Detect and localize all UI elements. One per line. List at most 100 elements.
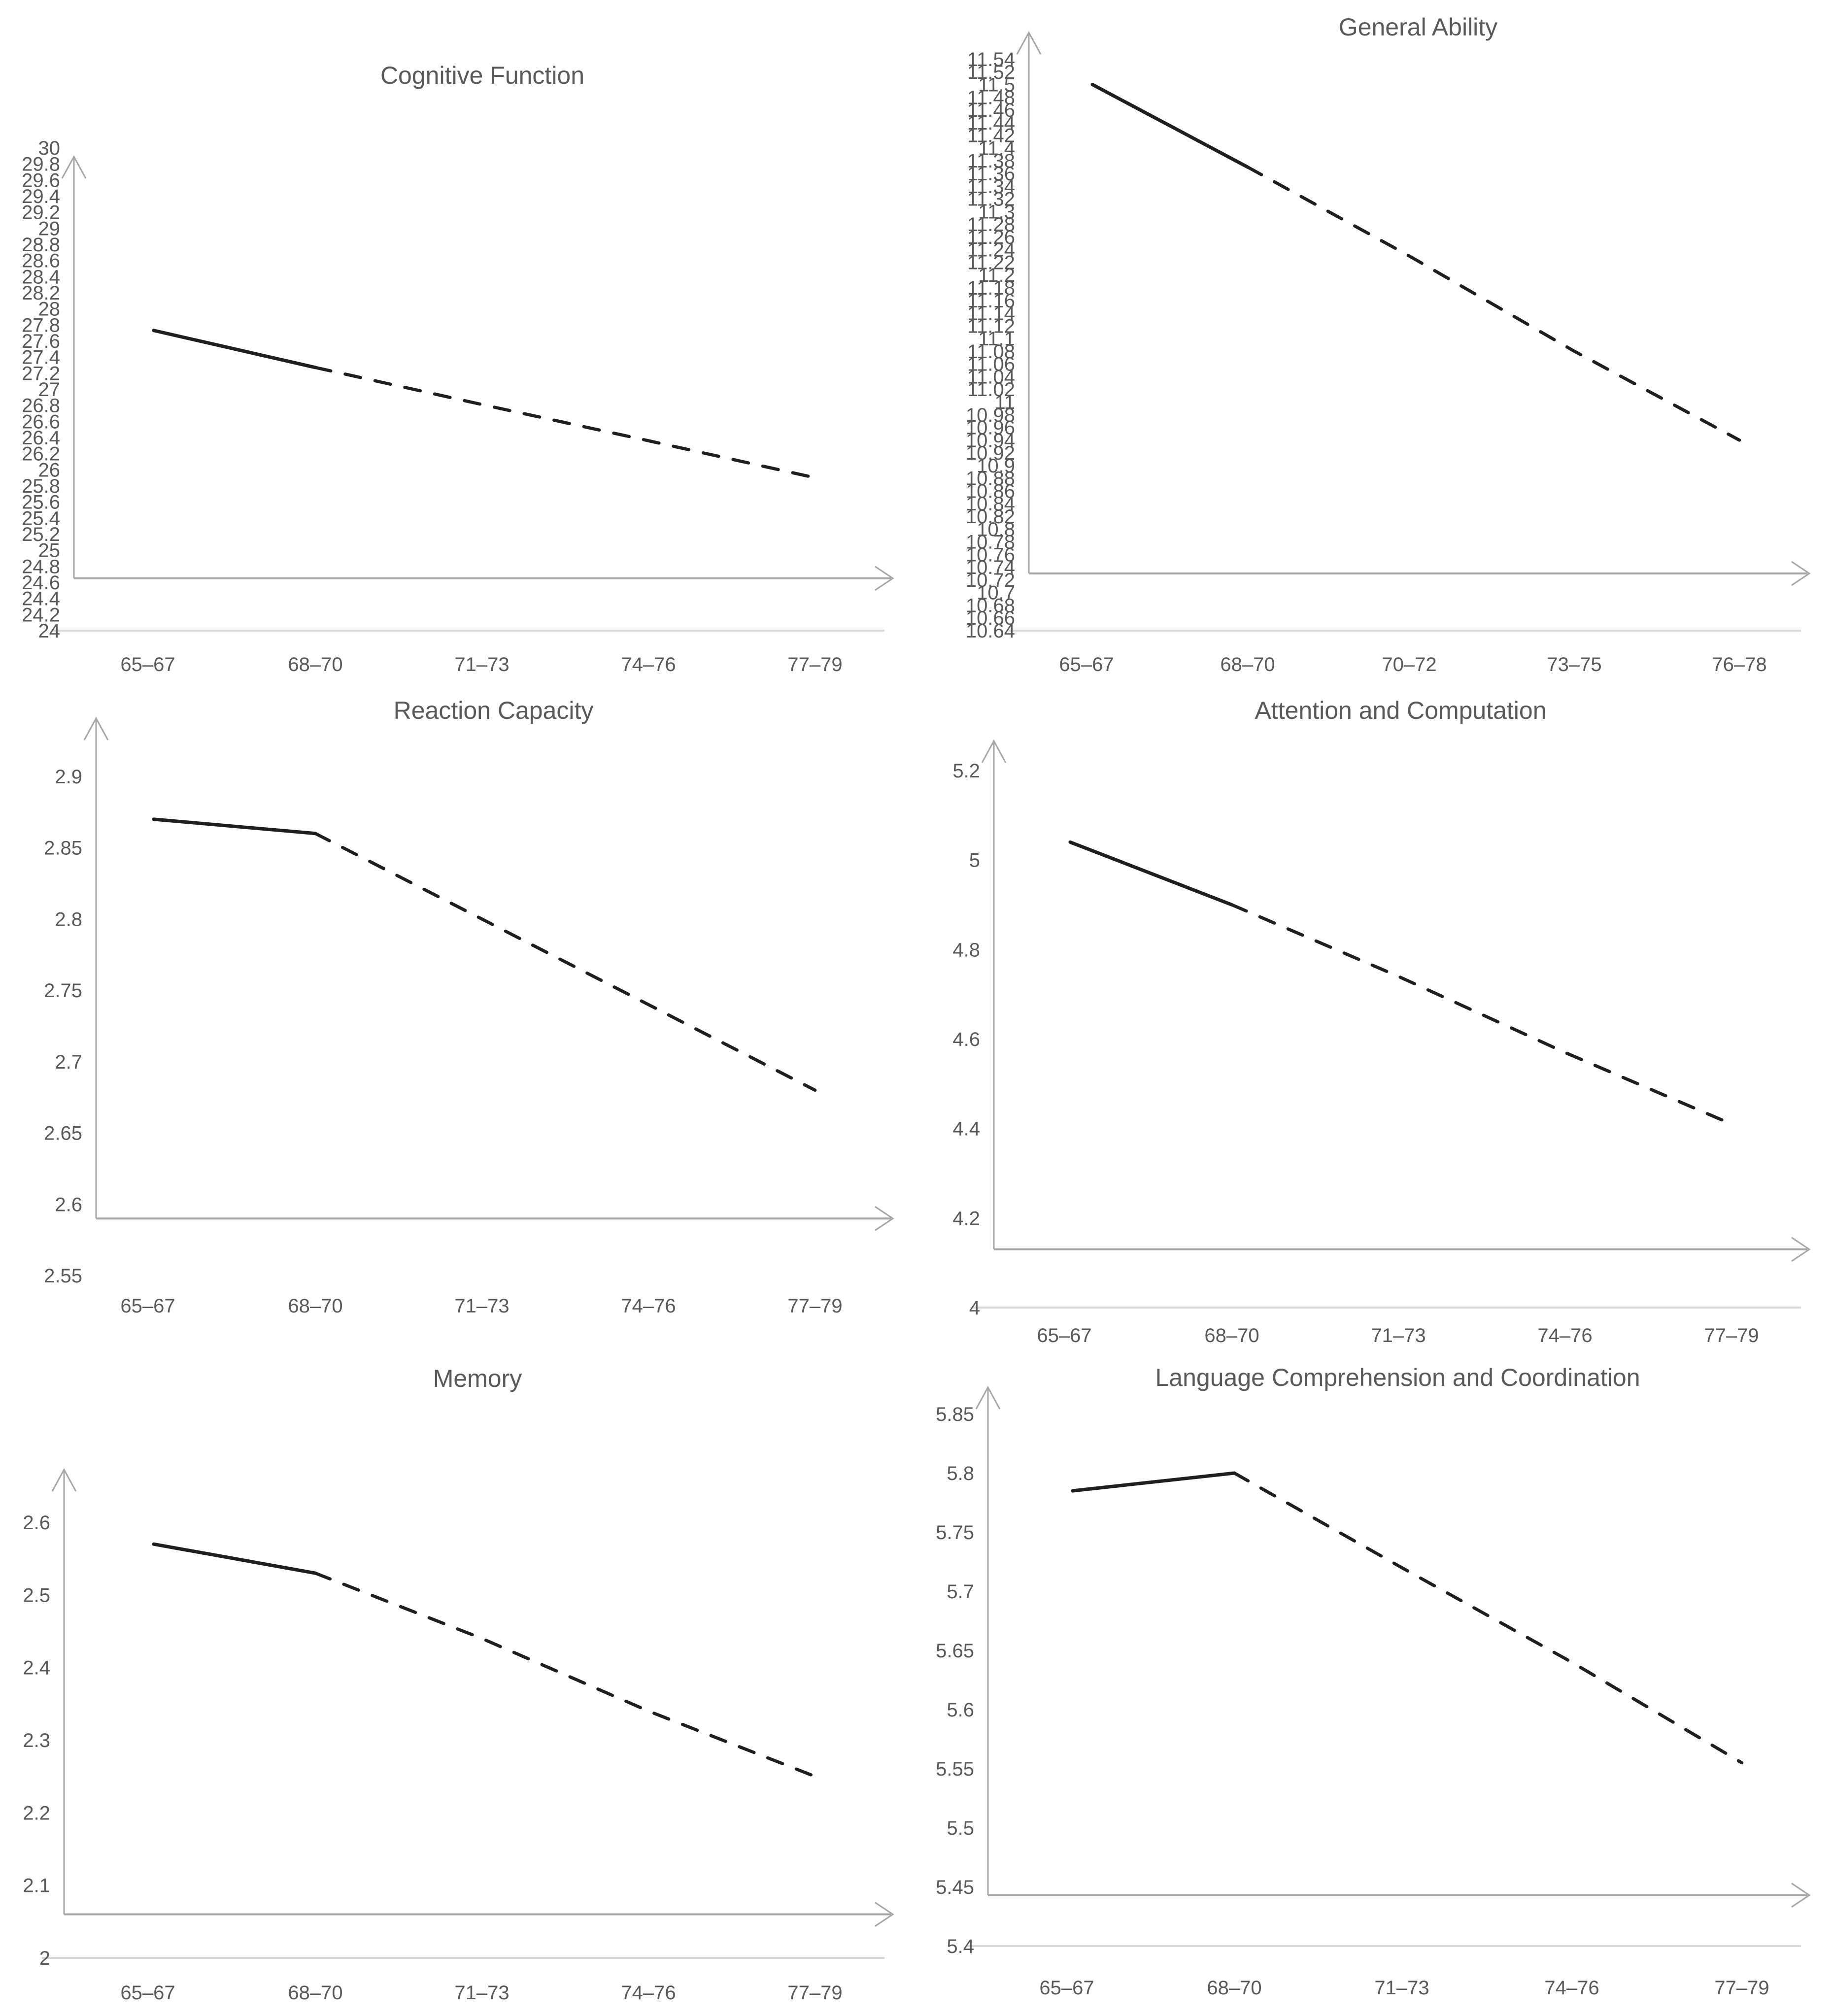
y-tick-label: 24.6 <box>22 572 60 594</box>
y-tick-label: 2.6 <box>55 1194 82 1215</box>
x-category-label: 77–79 <box>787 1295 842 1317</box>
series-line-solid <box>152 329 317 370</box>
y-tick-label: 5.4 <box>947 1936 974 1957</box>
x-axis-arrowhead-icon <box>875 566 894 591</box>
y-tick-label: 25.2 <box>22 524 60 545</box>
x-axis-arrowhead-icon <box>1791 1237 1811 1262</box>
y-tick-label: 28.8 <box>22 234 60 256</box>
series-line-solid <box>152 1542 317 1575</box>
y-tick-label: 11.02 <box>967 379 1015 401</box>
x-category-label: 77–79 <box>1704 1325 1759 1344</box>
y-tick-label: 25 <box>38 540 61 562</box>
y-tick-label: 11.26 <box>967 227 1015 248</box>
y-tick-label: 10.7 <box>977 582 1015 604</box>
y-tick-label: 2.85 <box>44 838 82 859</box>
y-tick-label: 2.8 <box>55 908 82 930</box>
y-tick-label: 11.16 <box>967 290 1015 312</box>
y-tick-label: 10.72 <box>966 570 1015 591</box>
y-tick-label: 27 <box>38 379 61 401</box>
y-tick-label: 10.88 <box>966 468 1015 490</box>
y-tick-label: 5.5 <box>947 1817 974 1839</box>
y-tick-label: 10.66 <box>966 607 1015 629</box>
y-tick-label: 11.06 <box>967 354 1015 375</box>
x-category-label: 71–73 <box>454 1982 509 2004</box>
y-tick-label: 11.12 <box>967 315 1015 337</box>
x-category-label: 71–73 <box>1371 1325 1426 1344</box>
y-axis-arrowhead-icon <box>1016 31 1042 55</box>
x-category-label: 65–67 <box>1059 654 1114 672</box>
general-ability-plot: 11.5411.5211.511.4811.4611.4411.4211.411… <box>966 13 1811 675</box>
y-tick-label: 11.22 <box>967 252 1015 273</box>
y-tick-label: 2.7 <box>55 1051 82 1073</box>
y-tick-label: 10.82 <box>966 506 1015 528</box>
y-tick-label: 11.48 <box>967 87 1015 108</box>
x-category-label: 65–67 <box>1037 1325 1091 1344</box>
attention-and-computation-plot: 5.2 5 4.8 4.6 4.4 4.2 4 65–67 68–70 71–73 74–76 77–… <box>952 697 1811 1346</box>
y-tick-label: 2.75 <box>44 980 82 1002</box>
y-tick-label: 5.65 <box>936 1640 974 1662</box>
y-tick-label: 10.92 <box>966 442 1015 464</box>
y-tick-label: 10.94 <box>966 430 1015 451</box>
y-tick-label: 24 <box>38 620 61 642</box>
x-category-label: 71–73 <box>454 1295 509 1317</box>
series-line-solid <box>1090 83 1250 169</box>
y-tick-label: 5.7 <box>947 1581 974 1603</box>
y-tick-label: 2.4 <box>23 1657 50 1679</box>
y-tick-label: 11.54 <box>967 49 1015 70</box>
y-tick-label: 4.4 <box>952 1118 980 1140</box>
chart-reaction-capacity: 2.9 2.85 2.8 2.75 2.7 2.65 2.6 2.55 65–67 68–70 71… <box>0 672 916 1344</box>
chart-language-comprehension-and-coordination: 5.85 5.8 5.75 5.7 5.65 5.6 5.55 5.5 5.45 5.4 65–67… <box>916 1344 1833 2016</box>
x-category-label: 77–79 <box>787 1982 842 2004</box>
x-category-label: 76–78 <box>1712 654 1766 672</box>
y-tick-label: 28.2 <box>22 282 60 304</box>
y-tick-label: 4.2 <box>952 1208 980 1229</box>
y-tick-label: 4 <box>969 1297 980 1319</box>
y-tick-label: 2.3 <box>23 1730 50 1751</box>
chart-title: Language Comprehension and Coordination <box>1155 1364 1640 1391</box>
x-category-label: 68–70 <box>1204 1325 1259 1344</box>
y-tick-label: 27.6 <box>22 331 60 352</box>
chart-title: Memory <box>433 1365 522 1392</box>
y-tick-label: 27.4 <box>22 347 60 369</box>
series-line-solid <box>1068 840 1234 907</box>
cognitive-function-plot: 3029.829.629.429.22928.828.628.428.22827… <box>22 62 894 675</box>
y-tick-label: 24.8 <box>22 556 60 577</box>
x-category-label: 70–72 <box>1382 654 1436 672</box>
y-tick-label: 26.2 <box>22 443 60 465</box>
y-tick-label: 5.85 <box>936 1404 974 1425</box>
y-tick-label: 29.6 <box>22 169 60 191</box>
y-tick-label: 10.74 <box>966 557 1015 578</box>
y-tick-label: 2.1 <box>23 1875 50 1897</box>
y-tick-label: 11.44 <box>967 112 1015 134</box>
x-category-label: 68–70 <box>1220 654 1275 672</box>
x-category-label: 65–67 <box>120 654 175 672</box>
chart-title: Attention and Computation <box>1255 697 1546 724</box>
y-tick-label: 10.78 <box>966 532 1015 553</box>
y-tick-label: 11.28 <box>967 214 1015 235</box>
y-tick-label: 11.34 <box>967 176 1015 198</box>
y-tick-label: 10.8 <box>977 519 1015 540</box>
x-category-label: 74–76 <box>1544 1977 1599 1999</box>
x-category-label: 65–67 <box>120 1982 175 2004</box>
y-axis-arrowhead-icon <box>61 155 87 179</box>
y-tick-label: 11.04 <box>967 366 1015 388</box>
series-line-solid <box>1071 1471 1236 1493</box>
y-tick-label: 11.3 <box>978 201 1015 223</box>
y-tick-label: 25.6 <box>22 492 60 513</box>
x-axis-arrowhead-icon <box>875 1206 894 1231</box>
reaction-capacity-plot: 2.9 2.85 2.8 2.75 2.7 2.65 2.6 2.55 65–67 68–70 71… <box>44 697 894 1317</box>
y-tick-label: 25.8 <box>22 475 60 497</box>
y-tick-label: 10.64 <box>966 620 1015 642</box>
y-tick-label: 28 <box>38 299 61 320</box>
y-tick-label: 5.45 <box>936 1877 974 1898</box>
y-tick-label: 11.32 <box>967 189 1015 210</box>
x-category-label: 68–70 <box>288 1982 342 2004</box>
y-tick-label: 10.98 <box>966 404 1015 426</box>
y-axis-arrowhead-icon <box>975 1385 1001 1410</box>
x-category-label: 74–76 <box>621 1982 676 2004</box>
y-tick-label: 27.8 <box>22 314 60 336</box>
y-tick-label: 11.4 <box>978 137 1015 159</box>
y-tick-label: 10.84 <box>966 493 1015 515</box>
memory-plot: 2.6 2.5 2.4 2.3 2.2 2.1 2 65–67 68–70 71–73 74–76 7… <box>23 1365 894 2004</box>
y-axis-arrowhead-icon <box>83 716 109 740</box>
